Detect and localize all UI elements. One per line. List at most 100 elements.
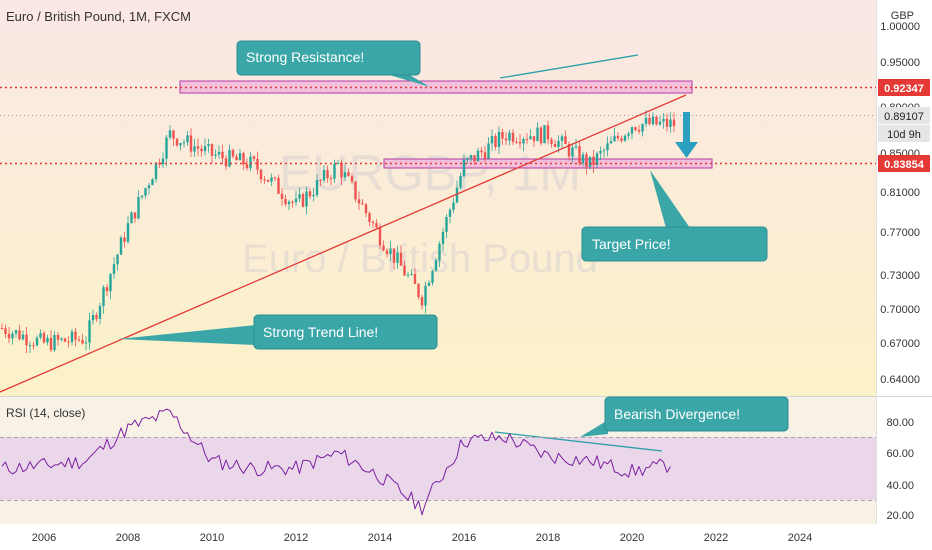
candle-body[interactable]	[238, 153, 242, 161]
candle-body[interactable]	[371, 221, 375, 224]
candle-body[interactable]	[665, 118, 669, 127]
candle-body[interactable]	[105, 287, 109, 292]
candle-body[interactable]	[445, 216, 448, 232]
candle-body[interactable]	[284, 198, 287, 205]
candle-body[interactable]	[410, 273, 413, 275]
candle-body[interactable]	[567, 144, 571, 157]
target-price-callout[interactable]: Target Price!	[581, 170, 768, 262]
candle-body[interactable]	[259, 169, 263, 180]
candle-body[interactable]	[249, 156, 252, 169]
candle-body[interactable]	[336, 162, 340, 164]
candle-body[interactable]	[511, 132, 515, 142]
candle-body[interactable]	[189, 135, 193, 152]
candle-body[interactable]	[354, 181, 357, 200]
candle-body[interactable]	[42, 333, 46, 343]
candle-body[interactable]	[63, 338, 67, 342]
candle-body[interactable]	[403, 265, 406, 276]
bearish-divergence-callout[interactable]: Bearish Divergence!	[580, 396, 789, 437]
candle-body[interactable]	[91, 314, 95, 321]
candle-body[interactable]	[133, 212, 137, 219]
candle-body[interactable]	[77, 339, 81, 341]
candle-body[interactable]	[399, 252, 403, 266]
candle-body[interactable]	[504, 138, 508, 141]
candle-body[interactable]	[25, 334, 28, 346]
candle-body[interactable]	[154, 162, 158, 180]
candle-body[interactable]	[543, 125, 546, 144]
candle-body[interactable]	[231, 149, 235, 157]
candle-body[interactable]	[98, 306, 102, 319]
candle-body[interactable]	[669, 119, 672, 127]
candle-body[interactable]	[333, 163, 336, 179]
candle-body[interactable]	[172, 130, 175, 139]
candle-body[interactable]	[588, 156, 592, 167]
candle-body[interactable]	[140, 195, 144, 198]
support-zone[interactable]	[383, 158, 713, 169]
candle-body[interactable]	[252, 156, 256, 159]
candle-body[interactable]	[49, 337, 53, 351]
candle-body[interactable]	[312, 194, 315, 197]
candle-body[interactable]	[210, 144, 214, 156]
candle-body[interactable]	[144, 188, 147, 196]
candle-body[interactable]	[413, 273, 417, 284]
candle-body[interactable]	[273, 177, 277, 179]
candle-body[interactable]	[469, 155, 473, 159]
time-axis[interactable]: 2006 2008 2010 2012 2014 2016 2018 2020 …	[32, 532, 812, 544]
candle-body[interactable]	[81, 339, 84, 344]
candle-body[interactable]	[88, 320, 91, 343]
candle-body[interactable]	[14, 330, 18, 334]
candle-body[interactable]	[294, 198, 298, 203]
candle-body[interactable]	[263, 179, 266, 181]
candle-body[interactable]	[662, 118, 665, 122]
candle-body[interactable]	[620, 138, 623, 141]
candle-body[interactable]	[424, 285, 427, 306]
candle-body[interactable]	[564, 136, 567, 145]
candle-body[interactable]	[599, 151, 602, 154]
candle-body[interactable]	[18, 330, 21, 340]
candle-body[interactable]	[242, 153, 245, 165]
candle-body[interactable]	[389, 248, 392, 255]
rsi-divergence-line[interactable]	[494, 431, 663, 452]
candle-body[interactable]	[546, 125, 550, 140]
trend-line[interactable]	[0, 94, 687, 393]
candle-body[interactable]	[501, 132, 504, 139]
candle-body[interactable]	[473, 155, 476, 162]
candle-body[interactable]	[441, 231, 445, 244]
candle-body[interactable]	[553, 143, 557, 147]
candle-body[interactable]	[329, 178, 333, 180]
candle-body[interactable]	[161, 158, 165, 165]
candle-body[interactable]	[116, 254, 119, 265]
candle-body[interactable]	[651, 116, 655, 125]
candle-body[interactable]	[406, 274, 410, 276]
candle-body[interactable]	[536, 127, 539, 142]
candle-body[interactable]	[396, 252, 399, 263]
candle-body[interactable]	[4, 328, 7, 335]
strong-resistance-callout[interactable]: Strong Resistance!	[236, 40, 430, 87]
candle-body[interactable]	[67, 341, 70, 343]
candle-body[interactable]	[245, 164, 249, 169]
candle-body[interactable]	[578, 146, 581, 164]
candle-body[interactable]	[39, 333, 42, 338]
candle-body[interactable]	[431, 270, 434, 283]
candle-body[interactable]	[308, 191, 312, 197]
candle-body[interactable]	[182, 142, 186, 144]
candle-body[interactable]	[235, 156, 238, 161]
candle-body[interactable]	[95, 314, 98, 319]
candle-body[interactable]	[319, 179, 322, 181]
candle-body[interactable]	[221, 151, 224, 159]
candle-body[interactable]	[623, 135, 627, 141]
candle-body[interactable]	[130, 212, 133, 224]
candle-body[interactable]	[126, 223, 130, 242]
candle-body[interactable]	[515, 141, 518, 143]
rsi-series-line[interactable]	[1, 408, 671, 516]
candle-body[interactable]	[193, 146, 196, 152]
candle-body[interactable]	[53, 335, 56, 351]
candle-body[interactable]	[644, 117, 648, 124]
candle-body[interactable]	[123, 237, 126, 242]
candle-body[interactable]	[74, 331, 77, 340]
candle-body[interactable]	[385, 250, 389, 255]
candle-body[interactable]	[217, 151, 221, 155]
candle-body[interactable]	[427, 282, 431, 286]
candle-body[interactable]	[494, 135, 497, 147]
candle-body[interactable]	[483, 152, 487, 159]
candle-body[interactable]	[455, 187, 459, 203]
